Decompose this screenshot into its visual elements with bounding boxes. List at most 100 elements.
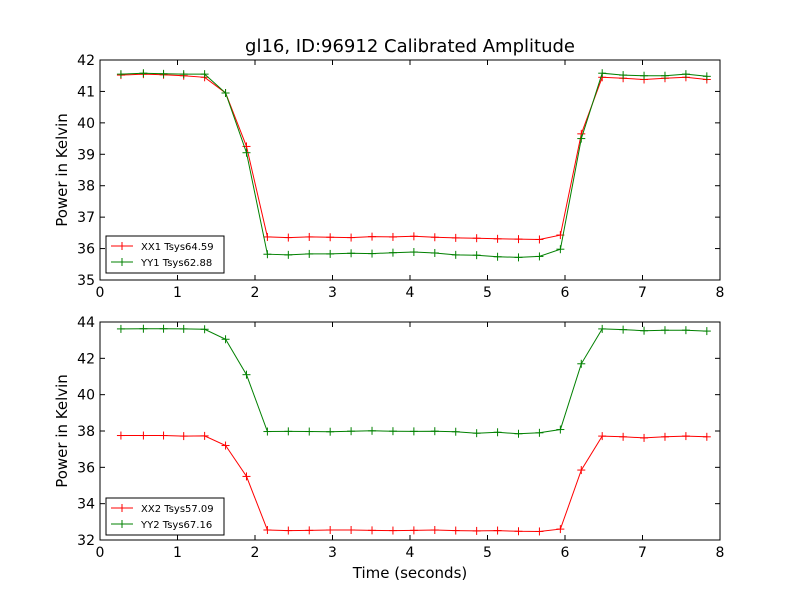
x-tick-label: 8	[716, 285, 725, 301]
data-point-marker	[116, 431, 125, 440]
chart-title: gl16, ID:96912 Calibrated Amplitude	[245, 36, 575, 57]
data-point-marker	[514, 235, 523, 244]
data-point-marker	[640, 326, 649, 335]
legend-entry: XX2 Tsys57.09	[111, 504, 214, 515]
data-point-marker	[263, 232, 272, 241]
data-point-marker	[368, 526, 377, 535]
data-point-marker	[493, 252, 502, 261]
legend: XX2 Tsys57.09 YY2 Tsys67.16	[105, 497, 225, 536]
x-tick-label: 4	[406, 545, 415, 561]
data-point-marker	[200, 325, 209, 334]
data-point-marker	[388, 526, 397, 535]
data-point-marker	[577, 466, 586, 475]
series-line	[120, 72, 707, 258]
data-point-marker	[409, 427, 418, 436]
data-point-marker	[116, 70, 125, 79]
data-point-marker	[200, 431, 209, 440]
data-point-marker	[640, 433, 649, 442]
y-tick-label: 36	[77, 460, 95, 476]
data-point-marker	[242, 472, 251, 481]
bottom-y-axis-label: Power in Kelvin	[53, 374, 71, 488]
data-point-marker	[681, 326, 690, 335]
data-point-marker	[263, 526, 272, 535]
data-point-marker	[388, 248, 397, 257]
y-tick-label: 40	[77, 388, 95, 404]
data-point-marker	[326, 233, 335, 242]
data-point-marker	[493, 428, 502, 437]
data-point-marker	[640, 71, 649, 80]
data-point-marker	[388, 427, 397, 436]
data-point-marker	[472, 251, 481, 260]
data-point-marker	[451, 526, 460, 535]
data-point-marker	[598, 69, 607, 78]
legend-entry: YY1 Tsys62.88	[111, 258, 212, 269]
data-point-marker	[514, 253, 523, 262]
data-point-marker	[409, 232, 418, 241]
data-point-marker	[430, 526, 439, 535]
data-point-marker	[326, 249, 335, 258]
data-point-marker	[493, 526, 502, 535]
data-point-marker	[409, 526, 418, 535]
data-point-marker	[535, 235, 544, 244]
data-point-marker	[598, 432, 607, 441]
data-point-marker	[347, 233, 356, 242]
x-tick-label: 1	[173, 545, 182, 561]
data-point-marker	[556, 425, 565, 434]
x-tick-label: 0	[96, 545, 105, 561]
data-point-marker	[284, 250, 293, 259]
legend-label: YY1 Tsys62.88	[140, 258, 212, 269]
data-point-marker	[681, 432, 690, 441]
data-point-marker	[347, 249, 356, 258]
data-point-marker	[451, 233, 460, 242]
y-tick-label: 34	[77, 497, 95, 513]
series-line	[120, 328, 707, 435]
y-tick-label: 41	[77, 84, 95, 100]
data-point-marker	[430, 233, 439, 242]
data-point-marker	[159, 69, 168, 78]
data-point-marker	[619, 325, 628, 334]
y-tick-label: 42	[77, 351, 95, 367]
data-point-marker	[263, 250, 272, 259]
data-point-marker	[598, 324, 607, 333]
top-y-axis-label: Power in Kelvin	[53, 113, 71, 227]
data-point-marker	[242, 370, 251, 379]
data-point-marker	[430, 427, 439, 436]
data-point-marker	[179, 432, 188, 441]
x-axis-label: Time (seconds)	[352, 564, 468, 582]
y-tick-label: 36	[77, 242, 95, 258]
data-point-marker	[702, 327, 711, 336]
data-point-marker	[159, 431, 168, 440]
series-line	[120, 73, 707, 241]
data-point-marker	[139, 324, 148, 333]
data-point-marker	[577, 359, 586, 368]
y-tick-label: 38	[77, 424, 95, 440]
data-point-marker	[159, 324, 168, 333]
x-tick-label: 5	[483, 545, 492, 561]
x-tick-label: 8	[716, 545, 725, 561]
y-tick-label: 39	[77, 147, 95, 163]
data-point-marker	[535, 252, 544, 261]
data-point-marker	[702, 72, 711, 81]
data-point-marker	[660, 71, 669, 80]
data-point-marker	[242, 148, 251, 157]
data-point-marker	[702, 432, 711, 441]
x-tick-label: 0	[96, 285, 105, 301]
data-point-marker	[514, 429, 523, 438]
x-tick-label: 5	[483, 285, 492, 301]
x-tick-label: 6	[561, 285, 570, 301]
data-point-marker	[305, 427, 314, 436]
data-point-marker	[472, 234, 481, 243]
data-point-marker	[472, 526, 481, 535]
legend-label: XX1 Tsys64.59	[141, 242, 214, 253]
y-tick-label: 42	[77, 53, 95, 69]
legend: XX1 Tsys64.59 YY1 Tsys62.88	[105, 235, 225, 274]
data-point-marker	[556, 525, 565, 534]
data-point-marker	[368, 249, 377, 258]
legend-box	[105, 235, 225, 274]
x-tick-label: 3	[328, 545, 337, 561]
data-point-marker	[305, 249, 314, 258]
data-point-marker	[221, 335, 230, 344]
x-tick-label: 2	[251, 285, 260, 301]
data-point-marker	[284, 427, 293, 436]
